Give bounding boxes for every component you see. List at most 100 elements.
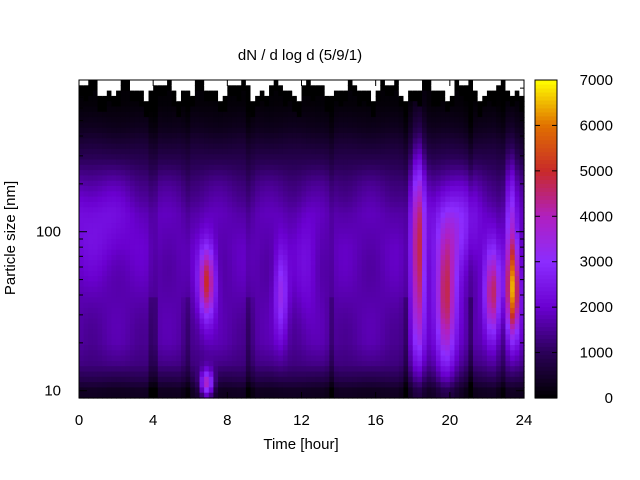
heatmap-cell	[185, 217, 191, 224]
heatmap-cell	[106, 228, 113, 235]
heatmap-cell	[403, 85, 409, 92]
heatmap-cell	[352, 276, 358, 282]
heatmap-cell	[394, 382, 400, 388]
heatmap-cell	[278, 239, 284, 245]
heatmap-cell	[412, 270, 418, 277]
heatmap-cell	[92, 223, 99, 229]
heatmap-cell	[143, 392, 150, 399]
heatmap-cell	[445, 127, 451, 134]
heatmap-cell	[287, 249, 293, 256]
heatmap-cell	[371, 164, 377, 171]
heatmap-cell	[394, 122, 400, 129]
heatmap-cell	[352, 80, 358, 86]
heatmap-cell	[287, 159, 293, 166]
heatmap-cell	[287, 244, 293, 251]
heatmap-cell	[125, 339, 131, 346]
heatmap-cell	[324, 366, 330, 373]
heatmap-cell	[440, 345, 446, 351]
heatmap-cell	[129, 297, 136, 304]
heatmap-cell	[301, 339, 307, 346]
heatmap-cell	[204, 117, 210, 123]
heatmap-cell	[352, 85, 358, 92]
heatmap-cell	[301, 228, 307, 235]
heatmap-cell	[199, 117, 205, 123]
heatmap-cell	[264, 127, 270, 134]
heatmap-cell	[116, 297, 122, 304]
heatmap-cell	[431, 143, 437, 150]
heatmap-cell	[116, 345, 122, 351]
heatmap-cell	[282, 233, 289, 240]
heatmap-cell	[218, 95, 224, 102]
heatmap-cell	[79, 371, 85, 378]
heatmap-cell	[227, 286, 233, 293]
heatmap-cell	[88, 138, 94, 145]
heatmap-cell	[371, 302, 377, 309]
heatmap-cell	[102, 122, 108, 129]
heatmap-cell	[333, 392, 340, 399]
heatmap-cell	[264, 170, 270, 176]
heatmap-cell	[148, 196, 154, 203]
heatmap-cell	[384, 159, 391, 166]
heatmap-cell	[347, 228, 354, 235]
heatmap-cell	[162, 191, 168, 198]
heatmap-cell	[306, 276, 312, 282]
heatmap-cell	[134, 249, 140, 256]
heatmap-cell	[361, 101, 367, 108]
heatmap-cell	[329, 159, 335, 166]
heatmap-cell	[398, 85, 405, 92]
heatmap-cell	[227, 133, 233, 139]
heatmap-cell	[343, 95, 349, 102]
heatmap-cell	[125, 334, 131, 341]
heatmap-cell	[143, 111, 150, 118]
heatmap-cell	[92, 122, 99, 129]
heatmap-cell	[343, 270, 349, 277]
heatmap-cell	[162, 201, 168, 208]
heatmap-cell	[412, 180, 418, 187]
heatmap-cell	[79, 376, 85, 383]
heatmap-cell	[134, 106, 140, 113]
heatmap-cell	[79, 95, 85, 102]
heatmap-cell	[153, 292, 159, 298]
heatmap-cell	[148, 212, 154, 219]
heatmap-cell	[278, 207, 284, 214]
heatmap-cell	[366, 334, 372, 341]
heatmap-cell	[449, 244, 456, 251]
heatmap-cell	[449, 80, 456, 86]
heatmap-cell	[171, 345, 177, 351]
heatmap-cell	[227, 101, 233, 108]
heatmap-cell	[449, 95, 456, 102]
heatmap-cell	[218, 387, 224, 394]
heatmap-cell	[106, 355, 113, 362]
heatmap-cell	[357, 350, 363, 357]
heatmap-cell	[222, 345, 228, 351]
heatmap-cell	[190, 212, 196, 219]
heatmap-cell	[171, 180, 177, 187]
heatmap-cell	[380, 180, 386, 187]
heatmap-cell	[343, 85, 349, 92]
heatmap-cell	[250, 170, 256, 176]
heatmap-cell	[250, 392, 256, 399]
heatmap-cell	[125, 133, 131, 139]
heatmap-cell	[176, 228, 182, 235]
heatmap-cell	[352, 138, 358, 145]
heatmap-cell	[440, 334, 446, 341]
heatmap-cell	[287, 170, 293, 176]
heatmap-cell	[454, 186, 460, 192]
heatmap-cell	[139, 95, 145, 102]
heatmap-cell	[361, 223, 367, 229]
heatmap-cell	[431, 175, 437, 182]
heatmap-cell	[422, 191, 428, 198]
heatmap-cell	[245, 323, 252, 330]
heatmap-cell	[310, 297, 317, 304]
heatmap-cell	[375, 186, 381, 192]
heatmap-cell	[422, 382, 428, 388]
heatmap-cell	[338, 133, 344, 139]
heatmap-cell	[435, 281, 442, 288]
heatmap-cell	[157, 366, 164, 373]
heatmap-cell	[320, 392, 326, 399]
heatmap-cell	[92, 207, 99, 214]
heatmap-cell	[375, 95, 381, 102]
heatmap-cell	[148, 244, 154, 251]
heatmap-cell	[361, 138, 367, 145]
heatmap-cell	[310, 101, 317, 108]
